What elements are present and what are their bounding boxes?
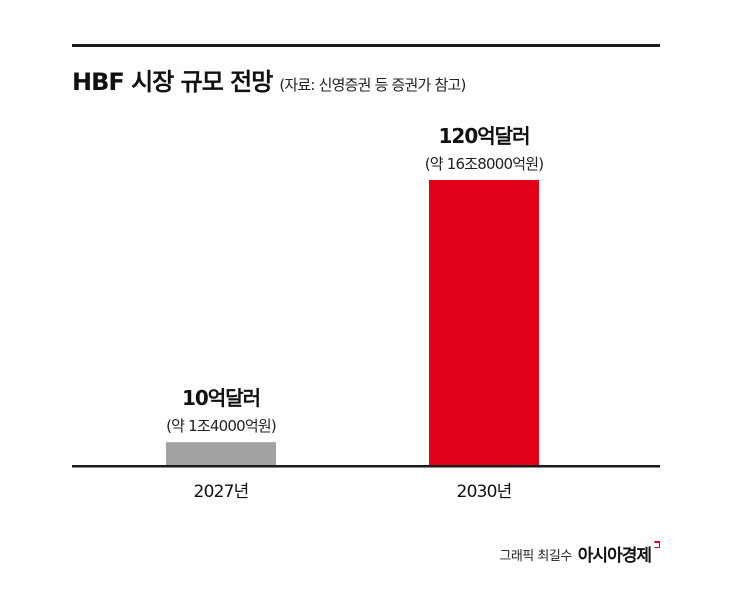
value-sublabel-2027: (약 1조4000억원) — [166, 417, 276, 435]
brand-logo: 아시아경제 — [577, 546, 652, 566]
brand-mark-icon — [654, 541, 660, 548]
bar-2030 — [429, 180, 539, 466]
chart-title: HBF 시장 규모 전망 — [72, 68, 273, 96]
footer-credit: 그래픽 최길수 아시아경제 — [499, 541, 660, 566]
category-label-2030: 2030년 — [457, 482, 512, 502]
value-sublabel-2030: (약 16조8000억원) — [425, 155, 544, 173]
bar-2027 — [166, 442, 276, 466]
graphic-credit: 그래픽 최길수 — [499, 549, 572, 564]
x-axis-line — [72, 465, 660, 468]
top-rule — [72, 44, 660, 47]
source-note: (자료: 신영증권 등 증권가 참고) — [279, 76, 466, 94]
chart-header: HBF 시장 규모 전망 (자료: 신영증권 등 증권가 참고) — [72, 62, 466, 97]
value-label-2030: 120억달러 — [439, 124, 530, 148]
category-label-2027: 2027년 — [194, 482, 249, 502]
value-label-2027: 10억달러 — [182, 386, 260, 410]
